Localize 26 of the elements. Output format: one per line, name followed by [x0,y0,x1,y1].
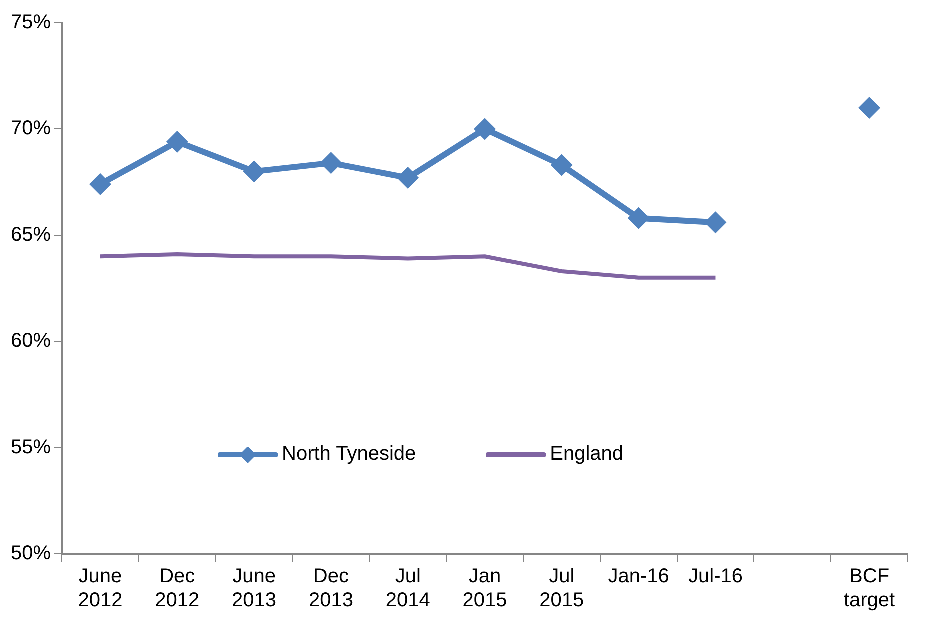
x-tick-label: June 2012 [78,566,123,612]
y-tick-label: 75% [11,12,52,34]
x-tick-label: Jan 2015 [462,566,508,612]
legend-label: North Tyneside [282,443,416,466]
point [166,130,188,153]
x-tick-label: Jul 2014 [386,566,430,612]
point [397,167,420,190]
y-tick-label: 70% [11,118,52,140]
x-tick-label: Jul-16 [688,566,743,588]
x-tick-label: Jul 2015 [540,566,584,612]
x-tick-label: BCF target [844,566,896,612]
y-tick-label: 60% [11,330,52,352]
legend-label: England [550,443,624,466]
y-tick-label: 55% [11,436,52,458]
y-tick-label: 50% [11,542,52,565]
x-tick-label: Jan-16 [608,566,670,588]
point [89,173,112,196]
point [550,154,573,176]
x-tick-label: June 2013 [232,566,277,612]
x-tick-label: Dec 2012 [155,566,200,612]
point [243,160,266,183]
point [474,118,496,140]
x-tick-label: Dec 2013 [308,566,354,612]
y-tick-label: 65% [11,224,52,246]
point [320,152,342,174]
point [858,96,881,119]
